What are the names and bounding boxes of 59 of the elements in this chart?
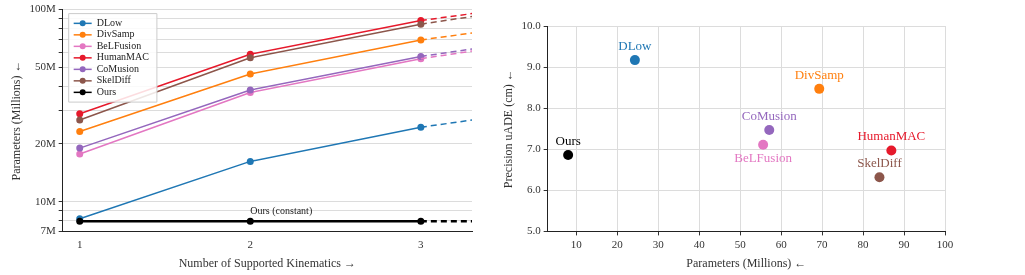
- point: [246, 70, 254, 78]
- series-label: DivSamp: [794, 66, 844, 82]
- y-tick-label: 100M: [29, 2, 56, 15]
- point: [76, 110, 84, 118]
- point: [758, 139, 769, 150]
- y-tick-label: 5.0: [526, 224, 542, 237]
- series-label: SkelDiff: [857, 155, 903, 171]
- point: [886, 145, 897, 156]
- y-tick-label: 9.0: [526, 59, 542, 72]
- legend-label: CoMusion: [96, 62, 139, 74]
- x-tick-label: 2: [247, 237, 254, 250]
- point: [246, 157, 254, 165]
- x-tick-label: 10: [570, 237, 583, 250]
- y-tick-label: 10.0: [521, 18, 542, 31]
- point: [874, 172, 885, 183]
- legend-label: DivSamp: [96, 28, 135, 40]
- x-axis-title: Number of Supported Kinematics →: [178, 255, 356, 270]
- x-tick-label: 90: [898, 237, 911, 250]
- point: [76, 144, 84, 152]
- x-tick-label: 50: [734, 237, 747, 250]
- x-tick-label: 60: [775, 237, 788, 250]
- series-label: DLow: [618, 38, 653, 54]
- series-label: BeLFusion: [734, 149, 793, 165]
- point: [246, 54, 254, 62]
- point: [764, 124, 775, 135]
- point: [814, 83, 825, 94]
- x-tick-label: 20: [611, 237, 624, 250]
- series-label: CoMusion: [741, 107, 798, 123]
- series-label: Ours: [555, 132, 581, 148]
- point: [563, 149, 574, 160]
- y-axis-title: Precision uADE (cm) ←: [501, 69, 516, 189]
- x-tick-label: 30: [652, 237, 665, 250]
- x-tick-label: 40: [693, 237, 706, 250]
- legend-label: SkelDiff: [96, 74, 132, 86]
- x-tick-label: 80: [857, 237, 870, 250]
- y-tick-label: 6.0: [526, 183, 542, 196]
- y-tick-label: 7M: [40, 224, 56, 237]
- y-tick-label: 8.0: [526, 101, 542, 114]
- series-label: HumanMAC: [857, 128, 926, 144]
- y-tick-label: 20M: [34, 136, 56, 149]
- x-tick-label: 70: [816, 237, 829, 250]
- point: [76, 127, 84, 135]
- legend-label: Ours: [96, 85, 117, 97]
- point: [246, 217, 254, 225]
- point: [629, 55, 640, 66]
- x-tick-label: 100: [936, 237, 954, 250]
- x-axis-title: Parameters (Millions) ←: [686, 255, 807, 270]
- y-tick-label: 10M: [34, 194, 56, 207]
- annotation: Ours (constant): [250, 204, 313, 217]
- point: [76, 116, 84, 124]
- legend-label: DLow: [96, 16, 124, 28]
- legend-label: HumanMAC: [96, 51, 150, 63]
- legend-label: BeLFusion: [96, 39, 142, 51]
- y-tick-label: 50M: [34, 60, 56, 73]
- y-tick-label: 7.0: [526, 142, 542, 155]
- point: [76, 150, 84, 158]
- y-axis-title: Parameters (Millions) ←: [9, 60, 24, 181]
- x-tick-label: 1: [76, 237, 83, 250]
- x-tick-label: 3: [418, 237, 425, 250]
